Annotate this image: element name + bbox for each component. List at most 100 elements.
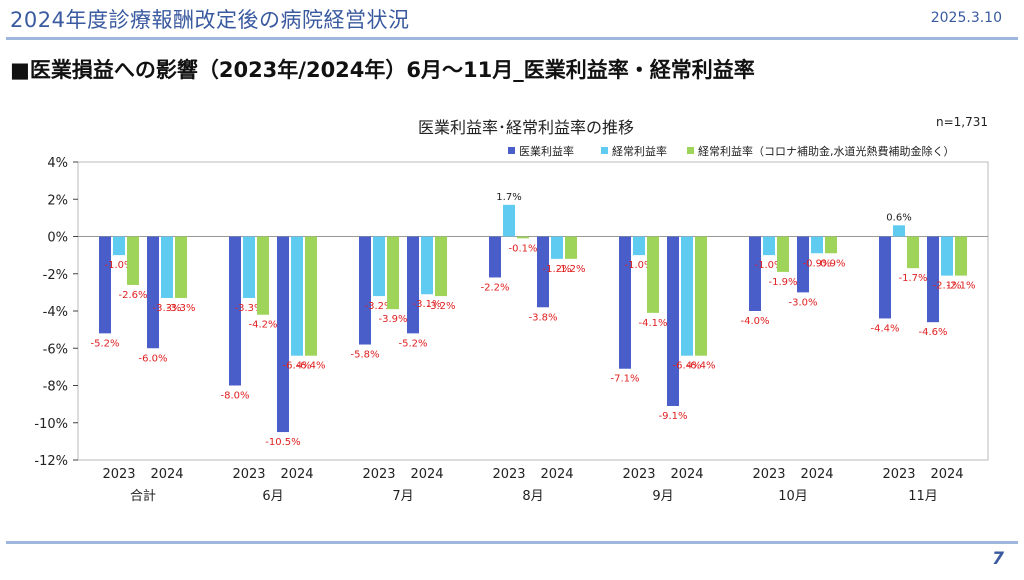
year-label: 2024 (150, 467, 183, 482)
data-label: -3.3% (152, 303, 181, 314)
group-label: 合計 (130, 488, 156, 504)
year-label: 2023 (102, 467, 135, 482)
bar-1 (277, 236, 289, 433)
bar-3 (907, 236, 919, 269)
data-label: -1.7% (898, 273, 927, 284)
bar-1 (359, 236, 371, 345)
y-tick-label: 2% (47, 193, 68, 208)
sample-size-note: n=1,731 (936, 115, 988, 129)
group-label: 6月 (262, 489, 283, 504)
year-label: 2024 (670, 467, 703, 482)
data-label: -3.1% (412, 299, 441, 310)
group-label: 10月 (778, 489, 808, 504)
legend-label-3: 経常利益率（コロナ補助金,水道光熱費補助金除く） (698, 144, 955, 158)
bar-2 (161, 236, 173, 298)
bar-3 (825, 236, 837, 254)
bar-2 (633, 236, 645, 256)
bar-1 (147, 236, 159, 349)
bar-3 (175, 236, 187, 298)
footer-divider (6, 541, 1018, 544)
y-tick-label: 0% (47, 231, 68, 246)
bar-3 (127, 236, 139, 285)
data-label: -2.6% (118, 290, 147, 301)
bar-1 (229, 236, 241, 386)
year-label: 2023 (882, 467, 915, 482)
bar-3 (435, 236, 447, 297)
y-tick-label: -12% (34, 454, 68, 469)
bar-3 (955, 236, 967, 276)
data-label: -3.8% (528, 312, 557, 323)
bar-1 (407, 236, 419, 334)
group-label: 9月 (652, 489, 673, 504)
data-label: -6.0% (138, 353, 167, 364)
year-label: 2024 (800, 467, 833, 482)
data-label: -1.2% (542, 264, 571, 275)
data-label: -3.0% (788, 297, 817, 308)
data-label: -3.3% (166, 303, 195, 314)
bar-3 (387, 236, 399, 310)
y-tick-label: -2% (43, 268, 68, 283)
bar-1 (927, 236, 939, 323)
bar-2 (243, 236, 255, 298)
data-label: -1.2% (556, 264, 585, 275)
bar-3 (565, 236, 577, 259)
data-label: 0.6% (886, 212, 911, 223)
data-label: -4.6% (918, 327, 947, 338)
bar-2 (373, 236, 385, 297)
data-label: -4.2% (248, 320, 277, 331)
bar-2 (291, 236, 303, 356)
data-label: -6.4% (282, 361, 311, 372)
data-label: -1.0% (624, 260, 653, 271)
bar-3 (647, 236, 659, 313)
legend-label-1: 医業利益率 (519, 144, 574, 158)
year-label: 2024 (930, 467, 963, 482)
data-label: -1.0% (104, 260, 133, 271)
bar-1 (749, 236, 761, 311)
data-label: -6.4% (686, 361, 715, 372)
data-label: -1.9% (768, 277, 797, 288)
page-number: 7 (992, 549, 1004, 569)
data-label: -7.1% (610, 374, 639, 385)
bar-2 (503, 204, 515, 237)
year-label: 2023 (752, 467, 785, 482)
bar-3 (517, 236, 529, 239)
data-label: -5.8% (350, 350, 379, 361)
bar-1 (537, 236, 549, 308)
data-label: -4.0% (740, 316, 769, 327)
data-label: -9.1% (658, 411, 687, 422)
data-label: -2.2% (480, 282, 509, 293)
slide-subtitle: ■医業損益への影響（2023年/2024年）6月～11月_医業利益率・経常利益率 (10, 58, 755, 82)
bar-2 (811, 236, 823, 254)
group-label: 8月 (522, 489, 543, 504)
legend-label-2: 経常利益率 (612, 144, 667, 158)
bar-2 (551, 236, 563, 259)
bar-1 (489, 236, 501, 278)
header-title: 2024年度診療報酬改定後の病院経営状況 (10, 8, 410, 32)
year-label: 2024 (540, 467, 573, 482)
data-label: -3.9% (378, 314, 407, 325)
data-label: -4.4% (870, 323, 899, 334)
data-label: -3.3% (234, 303, 263, 314)
bar-3 (305, 236, 317, 356)
bar-2 (893, 225, 905, 237)
data-label: -5.2% (398, 338, 427, 349)
legend-swatch-1 (508, 147, 515, 154)
bar-2 (113, 236, 125, 256)
data-label: -0.9% (802, 258, 831, 269)
data-label: -2.1% (946, 281, 975, 292)
data-label: -6.4% (296, 361, 325, 372)
header-divider (6, 37, 1018, 40)
data-label: -10.5% (265, 437, 300, 448)
data-label: -2.1% (932, 281, 961, 292)
group-label: 11月 (908, 489, 938, 504)
chart-title: 医業利益率･経常利益率の推移 (418, 118, 634, 137)
data-label: 1.7% (496, 192, 521, 203)
y-tick-label: -6% (43, 342, 68, 357)
bar-1 (667, 236, 679, 406)
year-label: 2023 (492, 467, 525, 482)
bar-1 (619, 236, 631, 369)
group-label: 7月 (392, 489, 413, 504)
y-tick-label: 4% (47, 156, 68, 171)
